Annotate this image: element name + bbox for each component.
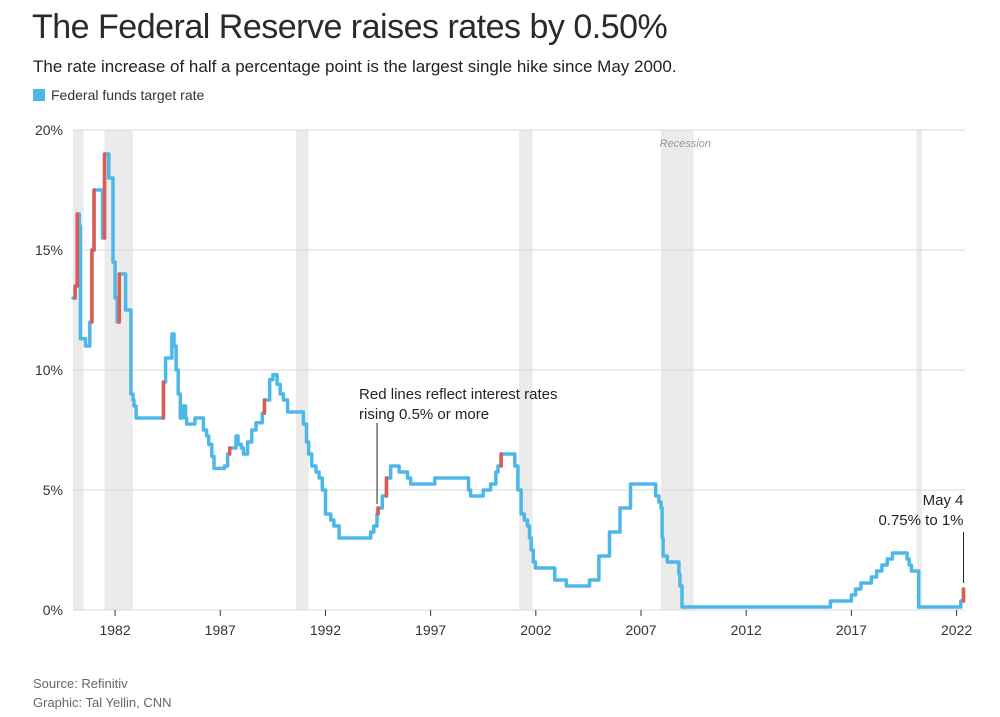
x-tick-label-2017: 2017 <box>836 622 867 638</box>
source-note: Source: Refinitiv <box>33 676 128 691</box>
legend-swatch <box>33 89 45 101</box>
y-tick-label-5: 5% <box>43 482 63 498</box>
x-tick-label-2007: 2007 <box>625 622 656 638</box>
x-tick-label-1987: 1987 <box>205 622 236 638</box>
recession-label: Recession <box>660 138 711 150</box>
annotation-may4-line-0: May 4 <box>923 492 964 509</box>
x-tick-label-1992: 1992 <box>310 622 341 638</box>
x-tick-label-2022: 2022 <box>941 622 972 638</box>
graphic-credit: Graphic: Tal Yellin, CNN <box>33 695 172 710</box>
chart-title: The Federal Reserve raises rates by 0.50… <box>32 8 668 46</box>
series-line-0 <box>71 152 966 609</box>
y-tick-label-20: 20% <box>35 122 63 138</box>
x-tick-label-1982: 1982 <box>99 622 130 638</box>
legend: Federal funds target rate <box>33 87 204 103</box>
y-tick-label-15: 15% <box>35 242 63 258</box>
annotation-hike-line-0: Red lines reflect interest rates <box>359 386 557 403</box>
x-tick-label-1997: 1997 <box>415 622 446 638</box>
annotation-may4-line-1: 0.75% to 1% <box>878 512 963 529</box>
chart-subtitle: The rate increase of half a percentage p… <box>33 57 677 76</box>
x-tick-label-2012: 2012 <box>731 622 762 638</box>
x-tick-label-2002: 2002 <box>520 622 551 638</box>
y-tick-label-10: 10% <box>35 362 63 378</box>
legend-label: Federal funds target rate <box>51 87 205 103</box>
annotation-hike-line-1: rising 0.5% or more <box>359 406 489 423</box>
y-tick-label-0: 0% <box>43 602 63 618</box>
